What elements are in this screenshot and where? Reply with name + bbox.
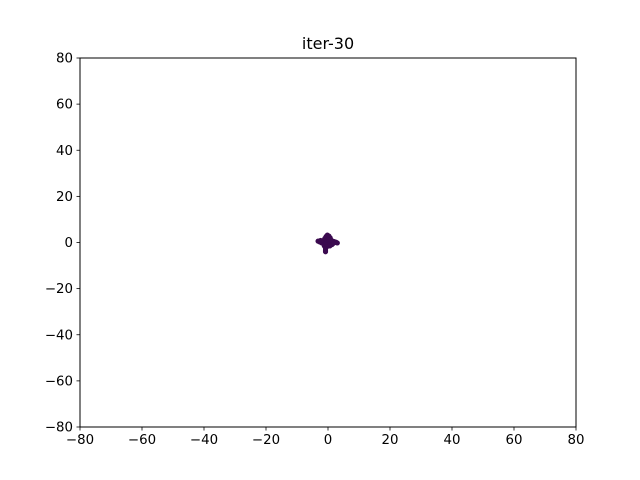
data-point xyxy=(328,237,334,243)
y-tick-label: −20 xyxy=(45,282,73,297)
x-tick-label: −80 xyxy=(66,433,94,448)
y-tick-label: 0 xyxy=(65,236,73,251)
x-tick-label: 0 xyxy=(324,433,332,448)
points-layer xyxy=(315,232,340,255)
x-tick-label: −20 xyxy=(252,433,280,448)
y-axis: −80 −60 −40 −20 0 20 40 60 80 xyxy=(45,52,80,436)
x-tick-label: −60 xyxy=(128,433,156,448)
data-point xyxy=(334,240,340,246)
y-tick-label: −60 xyxy=(45,374,73,389)
data-point xyxy=(322,249,329,255)
data-point xyxy=(330,240,337,246)
y-tick-label: −40 xyxy=(45,328,73,343)
y-tick-label: −80 xyxy=(45,421,73,436)
x-axis: −80 −60 −40 −20 0 20 40 60 80 xyxy=(66,427,585,448)
x-tick-label: 40 xyxy=(444,433,461,448)
chart-title: iter-30 xyxy=(302,34,354,53)
x-tick-label: 20 xyxy=(382,433,399,448)
data-point xyxy=(317,237,324,244)
y-tick-label: 60 xyxy=(56,98,73,113)
y-tick-label: 20 xyxy=(56,190,73,205)
x-tick-label: 80 xyxy=(568,433,585,448)
x-tick-label: −40 xyxy=(190,433,218,448)
y-tick-label: 40 xyxy=(56,144,73,159)
y-tick-label: 80 xyxy=(56,52,73,67)
x-tick-label: 60 xyxy=(506,433,523,448)
